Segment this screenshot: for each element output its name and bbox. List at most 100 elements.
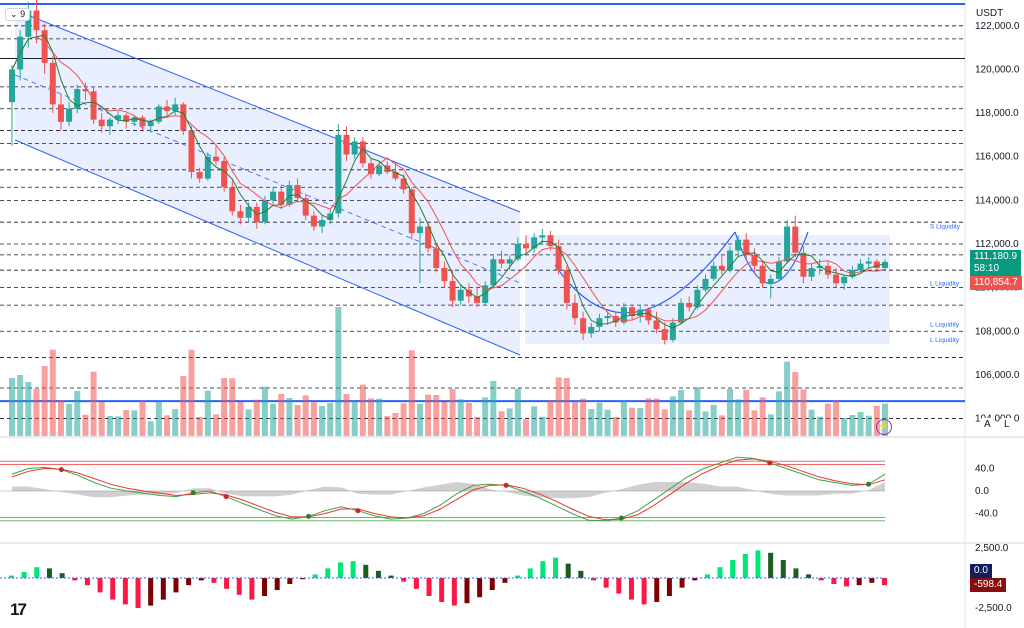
volume-bar [253, 399, 260, 436]
volume-bar [286, 398, 293, 436]
candle-body [604, 316, 611, 319]
volume-bar [604, 409, 611, 436]
candle-body [620, 307, 627, 323]
histogram-bar [224, 578, 230, 589]
volume-bar [319, 406, 326, 436]
interval-toggle[interactable]: ⌄ 9 [5, 8, 31, 21]
candle-body [270, 191, 277, 201]
volume-bar [106, 416, 113, 436]
candle-body [302, 198, 309, 216]
histogram-bar [882, 578, 887, 586]
histogram-bar [287, 578, 293, 584]
volume-bar [57, 400, 64, 436]
volume-bar [49, 349, 56, 436]
lightning-icon[interactable]: ⚡ [876, 419, 892, 435]
price-axis-label: 120,000.0 [975, 64, 1020, 75]
volume-bar [131, 410, 138, 436]
candle-body [629, 307, 636, 316]
histogram-bar [692, 578, 698, 581]
volume-bar [302, 395, 309, 436]
histogram-bar [110, 578, 116, 600]
histogram-bar [464, 578, 470, 604]
candle-body [800, 252, 807, 277]
candle-body [155, 106, 162, 122]
histogram-bar [72, 578, 78, 581]
hist-axis-label: -2,500.0 [975, 603, 1012, 614]
candle-body [278, 191, 285, 205]
volume-bar [498, 411, 505, 436]
candle-body [98, 119, 105, 127]
log-scale-button[interactable]: L [1000, 418, 1014, 431]
candle-body [106, 119, 113, 127]
volume-bar [816, 416, 823, 436]
histogram-bar [553, 557, 559, 578]
candle-body [743, 239, 750, 255]
histogram-bar [350, 561, 356, 578]
candle-body [449, 281, 456, 301]
histogram-bar [97, 578, 103, 593]
candle-body [824, 265, 831, 275]
price-axis-label: 122,000.0 [975, 21, 1020, 32]
candle-body [514, 244, 521, 260]
volume-bar [9, 378, 15, 436]
volume-bar [155, 401, 162, 436]
histogram-bar [46, 568, 52, 578]
candle-body [351, 141, 358, 155]
osc-axis-label: 0.0 [975, 486, 989, 497]
volume-bar [41, 366, 48, 436]
histogram-bar [616, 578, 622, 594]
hist-zero-badge: 0.0 [970, 564, 992, 578]
osc-cross-dot [58, 467, 64, 473]
channel-lower-line [14, 139, 521, 356]
candle-body [792, 226, 799, 253]
volume-bar [98, 402, 105, 436]
candle-body [882, 261, 888, 268]
volume-bar [563, 378, 570, 436]
histogram-bar [856, 578, 862, 586]
volume-bar [164, 415, 171, 436]
volume-bar [523, 419, 530, 436]
osc-cross-dot [190, 490, 196, 496]
volume-bar [425, 394, 432, 436]
volume-bar [857, 412, 864, 436]
currency-selector[interactable]: USDT [970, 6, 1010, 21]
volume-bar [400, 403, 407, 436]
candle-body [465, 289, 472, 297]
secondary-price-badge: 110,854.7 [970, 276, 1022, 290]
histogram-bar [831, 578, 837, 584]
auto-scale-button[interactable]: A [980, 418, 995, 431]
volume-bar [514, 388, 521, 436]
candle-body [833, 274, 840, 284]
candle-body [531, 237, 538, 249]
candle-body [588, 326, 595, 334]
volume-bar [351, 401, 358, 436]
volume-bar [580, 398, 587, 436]
histogram-bar [515, 575, 521, 578]
volume-bar [588, 409, 595, 436]
volume-bar [139, 400, 146, 436]
histogram-bar [844, 578, 850, 587]
volume-bar [147, 421, 154, 436]
candle-body [90, 91, 97, 120]
candle-body [310, 215, 317, 227]
volume-bar [865, 415, 872, 436]
histogram-bar [780, 560, 786, 578]
volume-bar [555, 377, 562, 436]
tradingview-logo[interactable]: 17 [10, 600, 27, 619]
volume-bar [343, 394, 350, 436]
histogram-bar [160, 578, 166, 600]
volume-bar [775, 391, 782, 436]
volume-bar [310, 402, 317, 436]
volume-bar [686, 410, 693, 436]
volume-bar [367, 398, 374, 436]
osc-line-slow [11, 458, 886, 521]
candle-body [245, 206, 252, 218]
volume-bar [245, 409, 252, 436]
histogram-bar [818, 578, 824, 581]
volume-bar [416, 404, 423, 436]
price-axis-label: 106,000.0 [975, 370, 1020, 381]
descending-channel-fill [15, 10, 520, 355]
histogram-bar [325, 568, 331, 578]
histogram-bar [679, 578, 685, 588]
candle-body [571, 302, 578, 319]
